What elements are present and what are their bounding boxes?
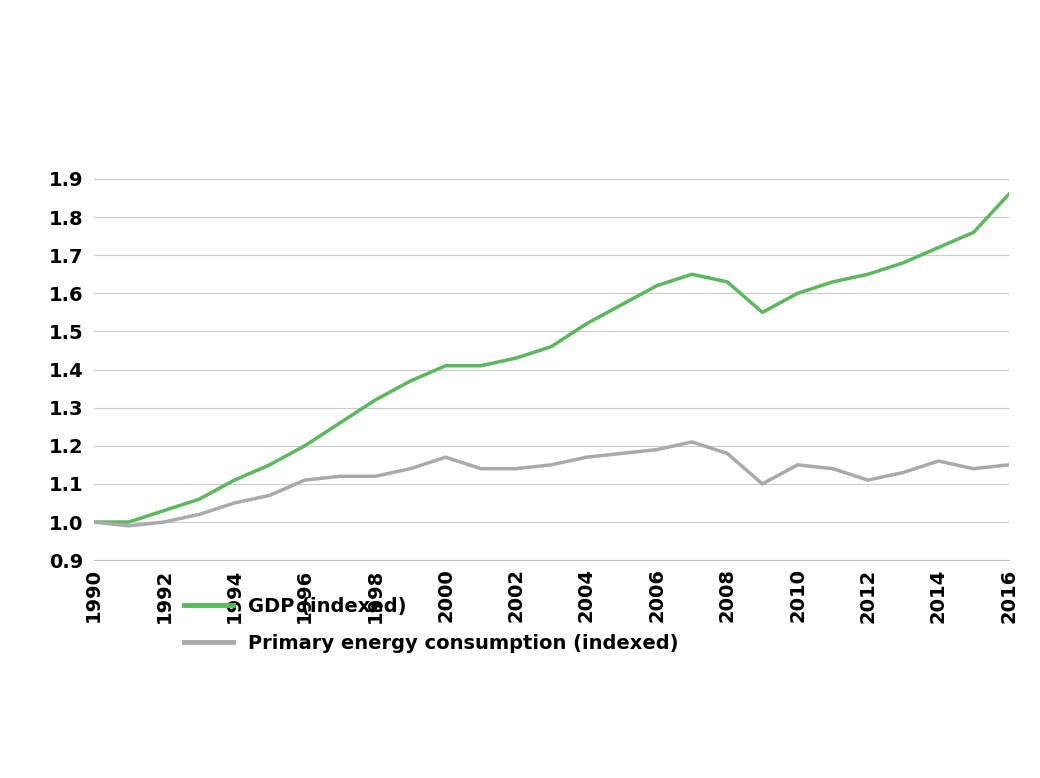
Text: US GDP and primary energy consumption: US GDP and primary energy consumption: [130, 40, 910, 74]
Legend: GDP (indexed), Primary energy consumption (indexed): GDP (indexed), Primary energy consumptio…: [177, 589, 686, 661]
Text: (indexed to 1990 levels): (indexed to 1990 levels): [292, 106, 748, 139]
